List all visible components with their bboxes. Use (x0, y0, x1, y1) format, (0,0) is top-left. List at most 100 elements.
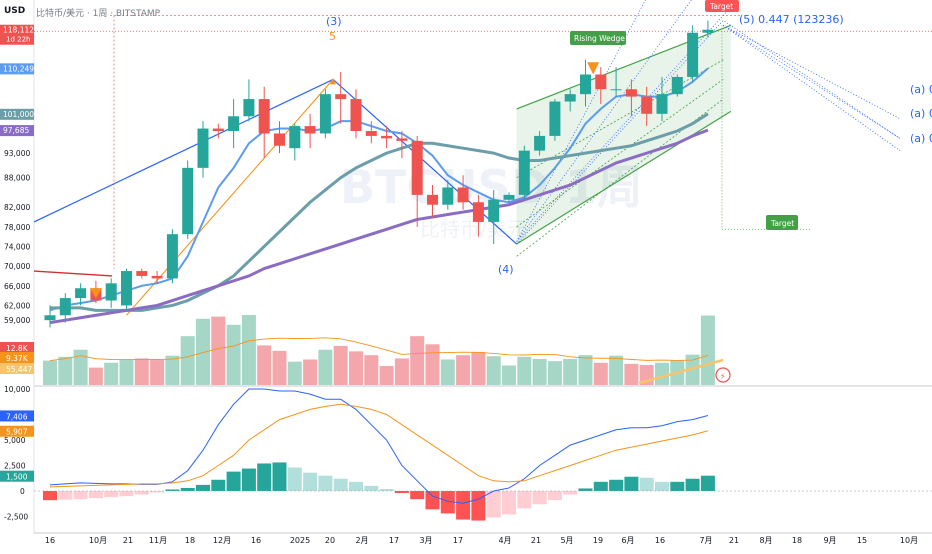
macd-histogram-bar (426, 491, 440, 509)
candle-body (534, 136, 545, 151)
macd-badge-label: 1,500 (6, 473, 28, 482)
candle-body (626, 89, 637, 96)
macd-histogram-bar (334, 479, 348, 491)
price-tick-label: 78,000 (4, 223, 30, 232)
price-tick-label: 59,000 (4, 316, 30, 325)
time-axis-label: 16 (251, 536, 261, 545)
macd-histogram-bar (196, 485, 210, 491)
time-axis-label: 17 (453, 536, 463, 545)
volume-bar (273, 351, 287, 385)
macd-histogram-bar (318, 476, 332, 491)
macd-histogram-bar (43, 491, 57, 500)
fib-fan-line (723, 25, 900, 118)
time-axis-label: 2月 (355, 536, 368, 545)
candle-body (504, 195, 515, 200)
time-axis-label: 5月 (560, 536, 573, 545)
orange-arrow-marker (587, 62, 599, 74)
candle-body (366, 131, 377, 136)
price-badge-label: 97,685 (3, 126, 29, 135)
volume-bar (303, 359, 317, 385)
volume-bar (624, 364, 638, 385)
time-axis-label: 21 (729, 536, 739, 545)
candle-body (152, 276, 163, 278)
volume-badge-label: 12.8K (6, 344, 29, 353)
time-axis-label: 18 (185, 536, 195, 545)
volume-bar (410, 336, 424, 385)
chart-root: BTCUSD 1周 比特币/美元 (3) 5 (4) (5) 0.447 (123236)… (0, 0, 932, 550)
symbol-header[interactable]: 比特币/美元 · 1周 · BITSTAMP (36, 6, 160, 19)
time-axis-label: 19 (593, 536, 603, 545)
volume-badge-label: 9.37K (6, 354, 29, 363)
candle-body (243, 99, 254, 116)
volume-bar (533, 359, 547, 385)
target-top-label: Target (709, 2, 733, 11)
fib-a1-label: (a) 0 (910, 83, 932, 96)
candle-body (213, 129, 224, 131)
fib-wave5-label: (5) 0.447 (123236) (739, 13, 844, 26)
candle-body (657, 94, 668, 114)
time-axis-label: 6月 (621, 536, 634, 545)
volume-bar (257, 345, 271, 385)
time-axis-label: 16 (655, 536, 665, 545)
macd-histogram-bar (242, 469, 256, 491)
volume-bar (548, 361, 562, 385)
candle-body (305, 126, 316, 133)
macd-histogram-bar (104, 491, 118, 497)
time-axis-label: 7月 (699, 536, 712, 545)
candle-body (488, 200, 499, 222)
candle-body (565, 94, 576, 101)
candle-body (182, 168, 193, 234)
time-axis-label: 9月 (823, 536, 836, 545)
time-axis-label: 17 (389, 536, 399, 545)
time-axis-label: 10月 (89, 536, 107, 545)
volume-bar (395, 358, 409, 385)
price-badge-label: 101,000 (3, 110, 34, 119)
time-axis-label: 3月 (419, 536, 432, 545)
macd-histogram-bar (211, 480, 225, 491)
candle-body (136, 271, 147, 276)
volume-bar (104, 363, 118, 385)
time-axis-label: 10月 (900, 536, 918, 545)
candle-body (687, 33, 698, 77)
volume-bar (563, 359, 577, 385)
time-axis-label: 18 (792, 536, 802, 545)
candle-body (335, 94, 346, 99)
volume-bar (441, 359, 455, 385)
macd-histogram-bar (135, 491, 149, 495)
macd-tick-label: 10,000 (4, 385, 30, 394)
volume-bar (165, 356, 179, 385)
candle-body (60, 298, 71, 315)
macd-histogram-bar (288, 468, 302, 491)
macd-histogram-bar (181, 488, 195, 491)
candle-body (580, 75, 591, 95)
chart-svg[interactable]: BTCUSD 1周比特币/美元(3)5(4)(5) 0.447 (123236)… (0, 0, 932, 550)
volume-bar (334, 346, 348, 385)
macd-tick-label: 5,000 (4, 436, 26, 445)
candle-body (702, 30, 713, 33)
macd-histogram-bar (303, 473, 317, 491)
macd-histogram-bar (517, 491, 531, 508)
target-green-label: Target (770, 219, 794, 228)
candle-body (351, 99, 362, 131)
volume-bar (74, 350, 88, 385)
macd-histogram-bar (594, 482, 608, 491)
volume-bar (181, 336, 195, 385)
candle-body (121, 271, 132, 305)
price-badge-label: 118,112 (3, 26, 34, 35)
support-line (34, 271, 112, 276)
volume-bar (288, 362, 302, 385)
volume-bar (655, 363, 669, 385)
macd-histogram-bar (410, 491, 424, 499)
time-axis-label: 21 (531, 536, 541, 545)
time-axis-label: 12月 (213, 536, 231, 545)
macd-histogram-bar (380, 489, 394, 491)
wave5-label: 5 (329, 30, 336, 43)
volume-bar (150, 360, 164, 385)
candle-body (274, 133, 285, 145)
price-tick-label: 88,000 (4, 174, 30, 183)
time-axis-label: 20 (325, 536, 335, 545)
candle-body (611, 89, 622, 90)
candle-body (289, 126, 300, 148)
volume-bar (242, 315, 256, 385)
volume-bar (701, 316, 715, 385)
